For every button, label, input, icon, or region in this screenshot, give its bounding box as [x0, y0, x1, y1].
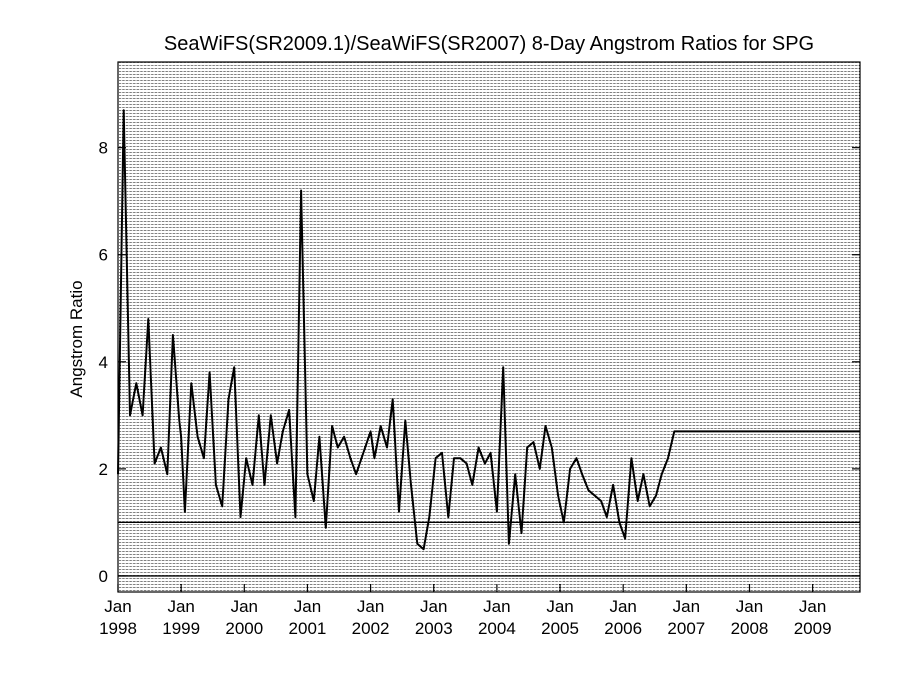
x-tick-year: 1999 [162, 619, 200, 638]
x-tick-year: 2008 [731, 619, 769, 638]
x-tick-month: Jan [483, 597, 510, 616]
x-tick-year: 2001 [289, 619, 327, 638]
x-tick-year: 2006 [604, 619, 642, 638]
x-tick-month: Jan [167, 597, 194, 616]
x-tick-year: 2009 [794, 619, 832, 638]
y-axis: 0 2 4 6 8 [99, 139, 860, 586]
y-tick-label: 0 [99, 567, 108, 586]
x-tick-year: 2002 [352, 619, 390, 638]
y-axis-label: Angstrom Ratio [67, 280, 86, 397]
x-tick-month: Jan [357, 597, 384, 616]
x-tick-month: Jan [736, 597, 763, 616]
x-tick-year: 2004 [478, 619, 516, 638]
x-tick-month: Jan [546, 597, 573, 616]
series-layer [117, 109, 860, 551]
x-tick-month: Jan [799, 597, 826, 616]
x-axis: Jan 1998 Jan 1999 Jan 2000 Jan 2001 Jan 2002 Jan 20… [99, 584, 832, 638]
x-tick-year: 2003 [415, 619, 453, 638]
x-tick-month: Jan [420, 597, 447, 616]
x-tick-month: Jan [231, 597, 258, 616]
x-tick-year: 2000 [225, 619, 263, 638]
reference-lines [118, 521, 860, 577]
x-tick-year: 1998 [99, 619, 137, 638]
x-tick-month: Jan [609, 597, 636, 616]
x-tick-year: 2005 [541, 619, 579, 638]
series-line [117, 109, 860, 551]
x-tick-month: Jan [673, 597, 700, 616]
y-tick-label: 6 [99, 246, 108, 265]
vertical-grid [117, 62, 860, 592]
y-tick-label: 8 [99, 139, 108, 158]
y-tick-label: 2 [99, 460, 108, 479]
chart-title: SeaWiFS(SR2009.1)/SeaWiFS(SR2007) 8-Day … [164, 33, 814, 55]
x-tick-month: Jan [294, 597, 321, 616]
plot-frame [117, 61, 861, 593]
y-tick-label: 4 [99, 353, 108, 372]
x-tick-month: Jan [104, 597, 131, 616]
x-tick-year: 2007 [667, 619, 705, 638]
